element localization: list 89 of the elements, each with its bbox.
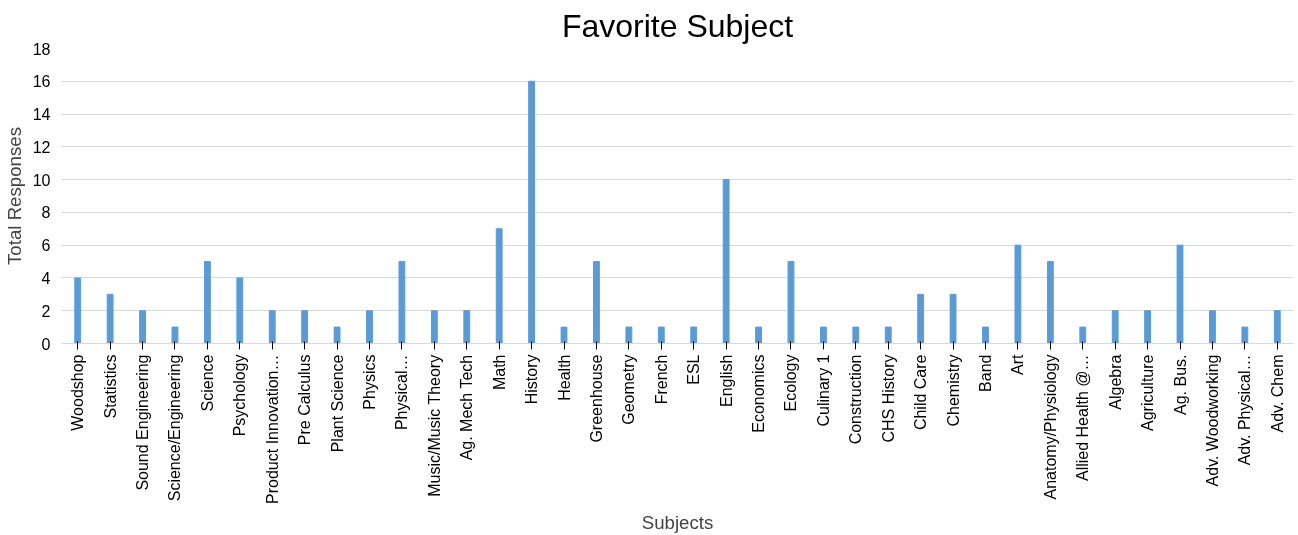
x-tick-label: Adv. Physical… — [1236, 354, 1254, 466]
bar — [1144, 310, 1152, 344]
bar — [787, 261, 795, 344]
y-tick-label: 4 — [41, 269, 51, 287]
x-tick-label: Economics — [750, 354, 768, 433]
x-tick-label: Geometry — [620, 354, 638, 425]
bar — [884, 326, 892, 344]
x-tick-label: Algebra — [1106, 354, 1124, 410]
bar — [1079, 326, 1087, 344]
bar — [819, 326, 827, 344]
bar — [690, 326, 698, 344]
x-tick-label: Health — [555, 354, 573, 401]
bar — [593, 261, 600, 344]
x-tick-label: Science — [198, 354, 216, 412]
x-tick-label: Pre Calculus — [296, 354, 314, 446]
bar — [1209, 310, 1216, 344]
x-tick-label: Physical… — [393, 354, 411, 431]
x-tick-label: French — [652, 354, 670, 405]
bar — [333, 326, 341, 344]
chart-title: Favorite Subject — [561, 7, 794, 44]
bar — [560, 326, 568, 344]
x-tick-label: Physics — [361, 354, 378, 410]
bar — [1014, 244, 1022, 344]
x-tick-label: Product Innovation… — [263, 354, 281, 504]
x-tick-label: History — [523, 354, 541, 405]
bar — [1111, 310, 1119, 344]
bar — [949, 293, 957, 344]
x-axis-title: Subjects — [641, 511, 714, 533]
x-tick-label: Ag. Bus. — [1171, 354, 1189, 415]
x-tick-label: Adv. Chem — [1268, 354, 1286, 433]
bar — [236, 277, 244, 344]
x-tick-label: Psychology — [231, 354, 249, 437]
bar — [982, 326, 989, 344]
x-tick-label: CHS History — [879, 354, 897, 443]
y-tick-label: 18 — [32, 40, 51, 58]
x-tick-label: Chemistry — [944, 354, 962, 427]
bar — [852, 326, 860, 344]
y-tick-label: 6 — [41, 237, 51, 255]
x-tick-label: Ecology — [782, 354, 800, 412]
x-tick-label: Music/Music Theory — [425, 354, 443, 497]
bar — [171, 326, 179, 344]
x-tick-label: Sound Engineering — [134, 354, 152, 491]
y-tick-label: 10 — [32, 171, 51, 189]
bar — [917, 293, 925, 344]
x-tick-label: Greenhouse — [587, 354, 605, 443]
bar — [657, 326, 665, 344]
bar — [301, 310, 309, 344]
x-tick-label: Statistics — [101, 354, 119, 419]
x-tick-label: Band — [977, 354, 994, 392]
x-tick-label: Culinary 1 — [814, 354, 832, 427]
bar — [1241, 326, 1249, 344]
y-tick-label: 8 — [41, 204, 51, 222]
bar — [625, 326, 633, 344]
x-tick-label: ESL — [685, 354, 703, 385]
y-tick-label: 2 — [41, 302, 51, 320]
bar — [1176, 244, 1184, 344]
y-tick-label: 0 — [41, 335, 51, 353]
bar — [430, 310, 438, 344]
y-tick-label: 14 — [32, 106, 51, 124]
y-tick-label: 12 — [32, 138, 51, 156]
bar — [1273, 310, 1281, 344]
x-tick-label: Ag. Mech Tech — [458, 354, 476, 461]
bar — [74, 277, 82, 344]
bar — [755, 326, 762, 344]
x-tick-label: Agriculture — [1139, 354, 1157, 431]
x-tick-label: Art — [1009, 353, 1027, 375]
x-tick-label: Child Care — [912, 354, 930, 431]
x-tick-label: Math — [490, 354, 508, 391]
y-tick-label: 16 — [32, 73, 51, 91]
bar — [203, 261, 211, 344]
x-tick-label: Allied Health @… — [1074, 354, 1092, 482]
bar — [268, 310, 276, 344]
bar — [106, 293, 114, 344]
bar — [463, 310, 471, 344]
y-axis-title: Total Responses — [3, 127, 25, 265]
x-tick-label: Adv. Woodworking — [1203, 354, 1221, 487]
x-tick-label: Plant Science — [328, 354, 346, 453]
bar — [495, 228, 503, 344]
x-tick-label: Construction — [847, 354, 865, 445]
bar — [528, 80, 536, 344]
bar — [722, 179, 730, 344]
bar — [1046, 261, 1054, 344]
x-tick-label: English — [717, 354, 735, 407]
bar — [398, 261, 406, 344]
x-tick-label: Science/Engineering — [166, 354, 184, 502]
bar — [366, 310, 373, 344]
x-tick-label: Anatomy/Physiology — [1041, 354, 1059, 500]
x-tick-label: Woodshop — [69, 354, 87, 431]
bar — [139, 310, 146, 344]
